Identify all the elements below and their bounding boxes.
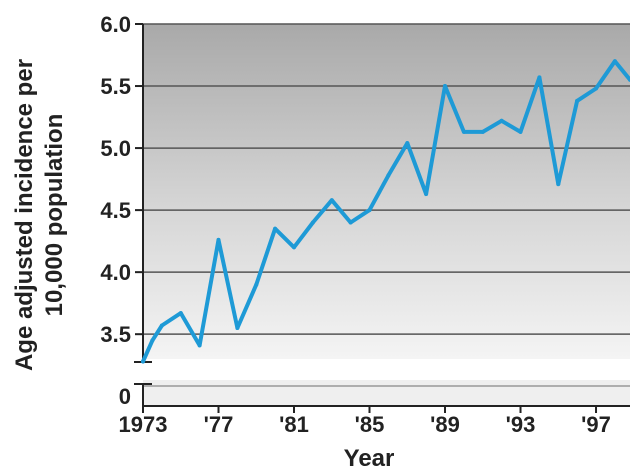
axis-break-area [143, 380, 630, 405]
data-point [150, 338, 155, 343]
data-point [292, 245, 296, 250]
x-tick-label: '89 [430, 412, 460, 437]
y-tick-label: 4.0 [100, 260, 131, 285]
data-point [405, 141, 410, 146]
data-point [461, 129, 466, 134]
x-tick-label: '97 [581, 412, 611, 437]
data-point [329, 198, 334, 203]
data-point [575, 98, 580, 103]
x-tick-label: 1973 [119, 412, 168, 437]
data-point [235, 326, 240, 330]
data-point [518, 129, 523, 134]
data-points [141, 59, 630, 364]
data-point [348, 220, 353, 225]
data-point [537, 75, 542, 80]
data-point [178, 311, 183, 316]
data-point [141, 359, 145, 364]
data-point [386, 173, 391, 178]
data-point [499, 118, 504, 123]
x-tick-labels: 1973 '77 '81 '85 '89 '93 '97 [119, 406, 611, 437]
y-tick-label: 5.5 [100, 74, 131, 99]
data-point [273, 226, 278, 231]
data-point [254, 282, 259, 287]
data-point [310, 220, 315, 225]
x-tick-label: '77 [204, 412, 234, 437]
series-line [141, 59, 630, 364]
y-tick-label: 5.0 [100, 136, 131, 161]
y-axis-title-line2: 10,000 population [41, 114, 68, 317]
data-point [424, 192, 429, 196]
x-axis-title: Year [344, 445, 395, 472]
y-tick-label-zero: 0 [119, 384, 131, 409]
y-tick-label: 6.0 [100, 12, 131, 37]
x-tick-label: '85 [355, 412, 385, 437]
data-point [197, 343, 202, 348]
x-tick-label: '93 [506, 412, 536, 437]
y-axis-title-line1: Age adjusted incidence per [11, 59, 38, 371]
data-point [594, 86, 598, 91]
x-tick-label: '81 [279, 412, 309, 437]
y-tick-label: 4.5 [100, 198, 131, 223]
data-point [480, 129, 485, 134]
data-point [159, 323, 164, 328]
data-point [216, 237, 221, 242]
data-point [556, 182, 561, 187]
y-tick-labels: 6.0 5.5 5.0 4.5 4.0 3.5 0 [100, 12, 143, 409]
y-tick-label: 3.5 [100, 322, 131, 347]
data-point [367, 208, 372, 213]
data-point [612, 59, 617, 64]
data-point [443, 84, 447, 88]
plot-area [143, 24, 630, 359]
